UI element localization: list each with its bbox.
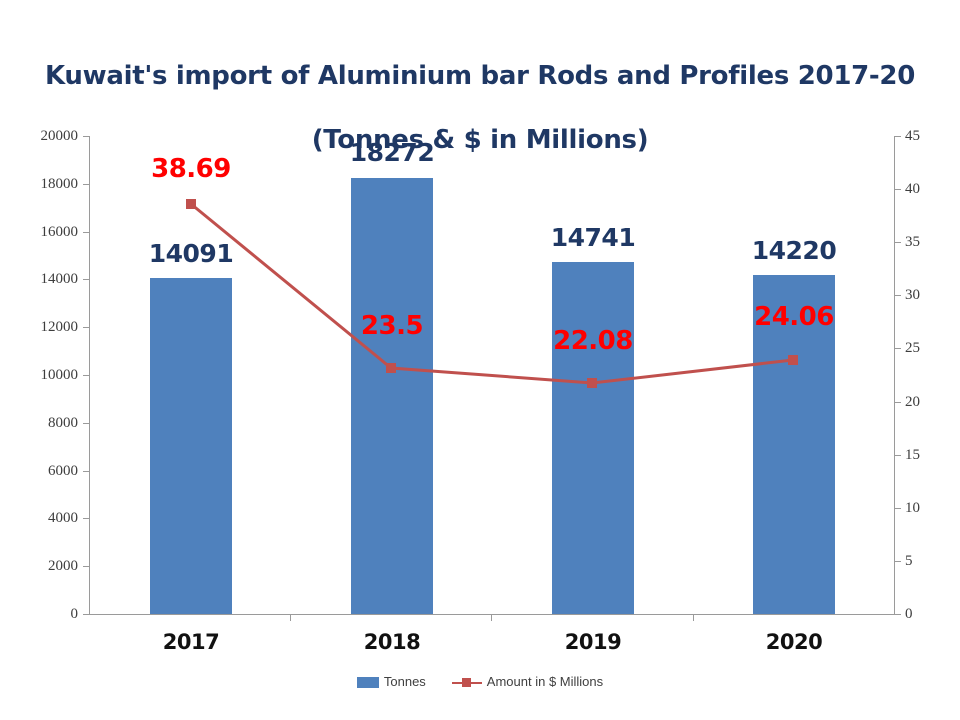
y-axis-left-label: 4000 bbox=[48, 510, 78, 526]
y-axis-right-label: 30 bbox=[905, 287, 920, 303]
y-right-tick bbox=[895, 242, 901, 243]
legend-item-amount[interactable]: Amount in $ Millions bbox=[451, 674, 604, 689]
legend-label-tonnes: Tonnes bbox=[383, 674, 426, 689]
y-axis-left-label: 10000 bbox=[40, 367, 79, 383]
y-left-tick bbox=[83, 136, 89, 137]
bar-label-2019: 14741 bbox=[550, 223, 636, 252]
y-right-tick bbox=[895, 348, 901, 349]
chart-legend: Tonnes Amount in $ Millions bbox=[0, 675, 960, 689]
x-axis-label-2018: 2018 bbox=[363, 630, 421, 654]
y-axis-left-label: 12000 bbox=[40, 319, 79, 335]
bar-label-2020: 14220 bbox=[751, 236, 837, 265]
y-axis-left-label: 16000 bbox=[40, 224, 79, 240]
y-axis-left-label: 14000 bbox=[40, 271, 79, 287]
y-axis-left-label: 20000 bbox=[40, 128, 79, 144]
y-right-tick bbox=[895, 561, 901, 562]
y-axis-right-label: 0 bbox=[905, 606, 913, 622]
y-axis-left-label: 2000 bbox=[48, 558, 78, 574]
y-right-tick bbox=[895, 455, 901, 456]
line-label-2018: 23.5 bbox=[360, 311, 424, 341]
line-label-2020: 24.06 bbox=[754, 302, 834, 332]
x-axis-line bbox=[89, 614, 895, 615]
y-left-tick bbox=[83, 518, 89, 519]
bar-2019[interactable] bbox=[552, 262, 634, 614]
line-label-2019: 22.08 bbox=[553, 326, 633, 356]
x-axis-label-2019: 2019 bbox=[564, 630, 622, 654]
y-left-tick bbox=[83, 423, 89, 424]
y-left-tick bbox=[83, 566, 89, 567]
bar-2018[interactable] bbox=[351, 178, 433, 614]
y-axis-left-label: 18000 bbox=[40, 176, 79, 192]
y-axis-right-label: 25 bbox=[905, 340, 920, 356]
x-axis-divider bbox=[290, 614, 291, 621]
line-path bbox=[190, 202, 794, 385]
y-axis-left-line bbox=[89, 136, 90, 615]
line-marker-2017[interactable] bbox=[186, 199, 196, 209]
y-left-tick bbox=[83, 375, 89, 376]
y-left-tick bbox=[83, 184, 89, 185]
y-axis-right-label: 35 bbox=[905, 234, 920, 250]
bar-label-2018: 18272 bbox=[349, 138, 435, 167]
y-axis-left-label: 6000 bbox=[48, 463, 78, 479]
bar-2017[interactable] bbox=[150, 278, 232, 614]
y-right-tick bbox=[895, 136, 901, 137]
bar-swatch-icon bbox=[356, 676, 379, 688]
x-axis-divider bbox=[491, 614, 492, 621]
chart-title-line-2: (Tonnes & $ in Millions) bbox=[311, 125, 649, 155]
x-axis-label-2017: 2017 bbox=[162, 630, 220, 654]
y-right-tick bbox=[895, 402, 901, 403]
legend-item-tonnes[interactable]: Tonnes bbox=[356, 674, 426, 689]
y-axis-right-label: 40 bbox=[905, 181, 920, 197]
y-axis-right-label: 45 bbox=[905, 128, 920, 144]
y-left-tick bbox=[83, 279, 89, 280]
x-axis-divider bbox=[693, 614, 694, 621]
y-left-tick bbox=[83, 232, 89, 233]
y-right-tick bbox=[895, 614, 901, 615]
y-right-tick bbox=[895, 295, 901, 296]
y-axis-left-label: 8000 bbox=[48, 415, 78, 431]
y-left-tick bbox=[83, 327, 89, 328]
y-axis-left-label: 0 bbox=[70, 606, 79, 622]
bar-label-2017: 14091 bbox=[148, 239, 234, 268]
y-axis-right-label: 20 bbox=[905, 394, 920, 410]
chart-title-line-1: Kuwait's import of Aluminium bar Rods an… bbox=[45, 61, 915, 91]
y-left-tick bbox=[83, 471, 89, 472]
legend-label-amount: Amount in $ Millions bbox=[486, 674, 604, 689]
y-axis-right-label: 15 bbox=[905, 447, 920, 463]
x-axis-label-2020: 2020 bbox=[765, 630, 823, 654]
y-axis-right-label: 5 bbox=[905, 553, 913, 569]
line-marker-icon bbox=[451, 677, 482, 688]
y-right-tick bbox=[895, 508, 901, 509]
y-axis-right-line bbox=[894, 136, 895, 615]
line-label-2017: 38.69 bbox=[151, 154, 231, 184]
y-right-tick bbox=[895, 189, 901, 190]
y-left-tick bbox=[83, 614, 89, 615]
chart-title: Kuwait's import of Aluminium bar Rods an… bbox=[0, 28, 960, 156]
y-axis-right-label: 10 bbox=[905, 500, 920, 516]
